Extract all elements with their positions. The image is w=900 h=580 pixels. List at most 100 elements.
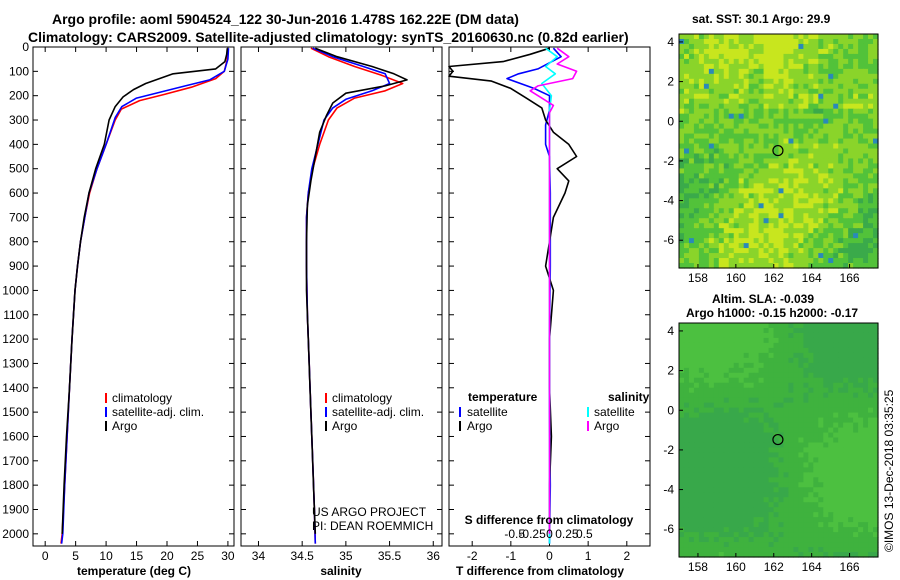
- map-cell: [718, 58, 725, 65]
- map-cell: [708, 63, 715, 70]
- map-cell: [753, 342, 760, 349]
- map-cell: [708, 547, 715, 553]
- map-cell: [873, 128, 879, 135]
- map-cell: [703, 372, 710, 379]
- map-cell: [833, 467, 839, 473]
- map-cell: [863, 253, 869, 259]
- map-cell: [853, 138, 859, 145]
- map-cell: [848, 462, 854, 468]
- map-cell: [748, 382, 755, 389]
- map-cell: [728, 332, 735, 339]
- map-cell: [868, 422, 874, 429]
- map-cell: [808, 527, 814, 533]
- map-cell: [718, 108, 725, 115]
- map-cell: [728, 63, 735, 70]
- map-cell: [758, 357, 765, 364]
- map-cell: [833, 482, 839, 488]
- map-cell: [763, 547, 770, 553]
- map-cell: [778, 168, 785, 175]
- map-cell: [838, 108, 844, 115]
- map-cell: [778, 63, 785, 70]
- map-cell: [683, 527, 690, 533]
- map-cell: [823, 188, 829, 194]
- map-cell: [788, 203, 795, 209]
- map-cell: [873, 238, 879, 244]
- map-cell: [703, 78, 710, 85]
- map-cell: [738, 342, 745, 349]
- map-cell: [723, 462, 730, 468]
- map-cell: [768, 258, 775, 264]
- map-cell: [853, 347, 859, 354]
- map-cell: [679, 452, 685, 459]
- map-cell: [698, 442, 705, 449]
- map-cell: [853, 327, 859, 334]
- map-cell: [758, 542, 765, 548]
- map-cell: [868, 482, 874, 488]
- map-cell: [843, 537, 849, 543]
- map-cell: [813, 372, 819, 379]
- map-cell: [793, 392, 799, 399]
- map-cell: [858, 437, 864, 444]
- map-cell: [798, 38, 804, 45]
- map-cell: [838, 83, 844, 90]
- map-cell: [783, 422, 790, 429]
- map-cell: [863, 248, 869, 254]
- map-cell: [713, 193, 720, 199]
- map-cell: [679, 128, 685, 135]
- map-cell: [728, 83, 735, 90]
- map-cell: [838, 487, 844, 493]
- map-cell: [798, 63, 804, 70]
- map-cell: [813, 183, 819, 189]
- map-cell: [753, 43, 760, 50]
- map-cell: [853, 258, 859, 264]
- map-cell: [868, 532, 874, 538]
- map-cell: [748, 213, 755, 219]
- map-cell: [753, 462, 760, 468]
- map-cell: [763, 38, 770, 45]
- map-cell: [818, 203, 824, 209]
- map-cell: [718, 417, 725, 424]
- map-cell: [748, 193, 755, 199]
- map-cell: [743, 477, 750, 483]
- map-cell: [708, 357, 715, 364]
- map-cell: [763, 228, 770, 234]
- map-cell: [823, 163, 829, 170]
- map-cell: [833, 452, 839, 459]
- map-cell: [743, 502, 750, 508]
- x-tick-label: 162: [764, 271, 784, 285]
- map-cell: [798, 108, 804, 115]
- map-cell: [688, 258, 695, 264]
- map-cell: [703, 68, 710, 75]
- map-cell: [853, 392, 859, 399]
- map-cell: [723, 432, 730, 439]
- map-cell: [808, 437, 814, 444]
- map-cell: [773, 327, 780, 334]
- map-cell: [798, 332, 804, 339]
- map-cell: [768, 223, 775, 229]
- map-cell: [773, 198, 780, 204]
- map-cell: [698, 48, 705, 55]
- map-cell: [758, 248, 765, 254]
- map-cell: [743, 323, 750, 329]
- map-cell: [758, 372, 765, 379]
- map-cell: [783, 98, 790, 105]
- map-cell: [828, 133, 834, 140]
- map-cell: [783, 178, 790, 184]
- map-cell: [693, 422, 700, 429]
- map-cell: [778, 372, 785, 379]
- map-cell: [753, 437, 760, 444]
- map-cell: [788, 377, 795, 384]
- map-cell: [788, 472, 795, 478]
- map-cell: [703, 332, 710, 339]
- map-cell: [783, 128, 790, 135]
- map-cell: [868, 193, 874, 199]
- map-cell: [803, 213, 809, 219]
- map-cell: [758, 63, 765, 70]
- map-cell: [778, 258, 785, 264]
- map-cell: [788, 342, 795, 349]
- map-cell: [708, 218, 715, 224]
- map-cell: [708, 138, 715, 145]
- map-cell: [708, 417, 715, 424]
- map-cell: [808, 397, 814, 404]
- map-cell: [863, 43, 869, 50]
